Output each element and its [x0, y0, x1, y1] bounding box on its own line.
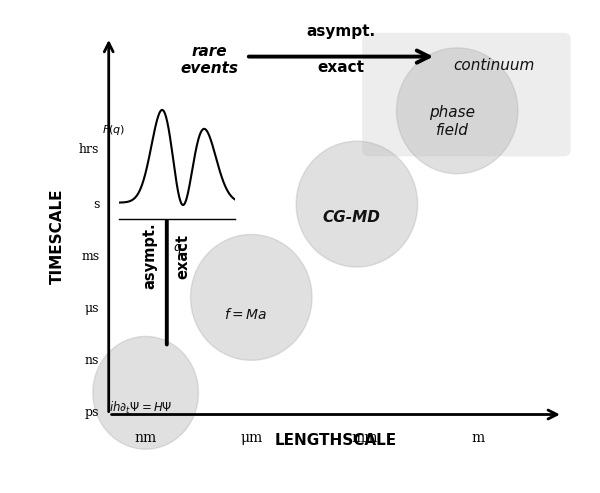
Text: rare
events: rare events: [180, 43, 238, 76]
Ellipse shape: [397, 48, 518, 174]
Text: ms: ms: [81, 249, 99, 263]
Text: asympt.: asympt.: [307, 24, 376, 39]
Text: TIMESCALE: TIMESCALE: [50, 189, 65, 284]
Text: $f = Ma$: $f = Ma$: [224, 307, 268, 322]
Text: ns: ns: [85, 354, 99, 367]
Text: exact: exact: [176, 234, 191, 279]
Text: μm: μm: [240, 431, 262, 445]
Text: s: s: [93, 198, 99, 211]
Text: phase
field: phase field: [429, 105, 475, 139]
Text: ps: ps: [85, 406, 99, 419]
Text: hrs: hrs: [79, 143, 99, 156]
Text: CG-MD: CG-MD: [323, 210, 380, 225]
Text: $ih\partial_t\Psi = H\Psi$: $ih\partial_t\Psi = H\Psi$: [109, 400, 172, 416]
Ellipse shape: [191, 235, 312, 360]
Text: exact: exact: [317, 60, 365, 74]
Text: continuum: continuum: [454, 58, 535, 73]
Ellipse shape: [93, 336, 199, 449]
Text: mm: mm: [352, 431, 378, 445]
FancyBboxPatch shape: [362, 33, 571, 156]
Text: asympt.: asympt.: [143, 223, 158, 289]
Text: m: m: [472, 431, 485, 445]
Text: μs: μs: [85, 302, 99, 315]
Ellipse shape: [296, 141, 418, 267]
Text: nm: nm: [134, 431, 157, 445]
Text: LENGTHSCALE: LENGTHSCALE: [275, 433, 397, 448]
